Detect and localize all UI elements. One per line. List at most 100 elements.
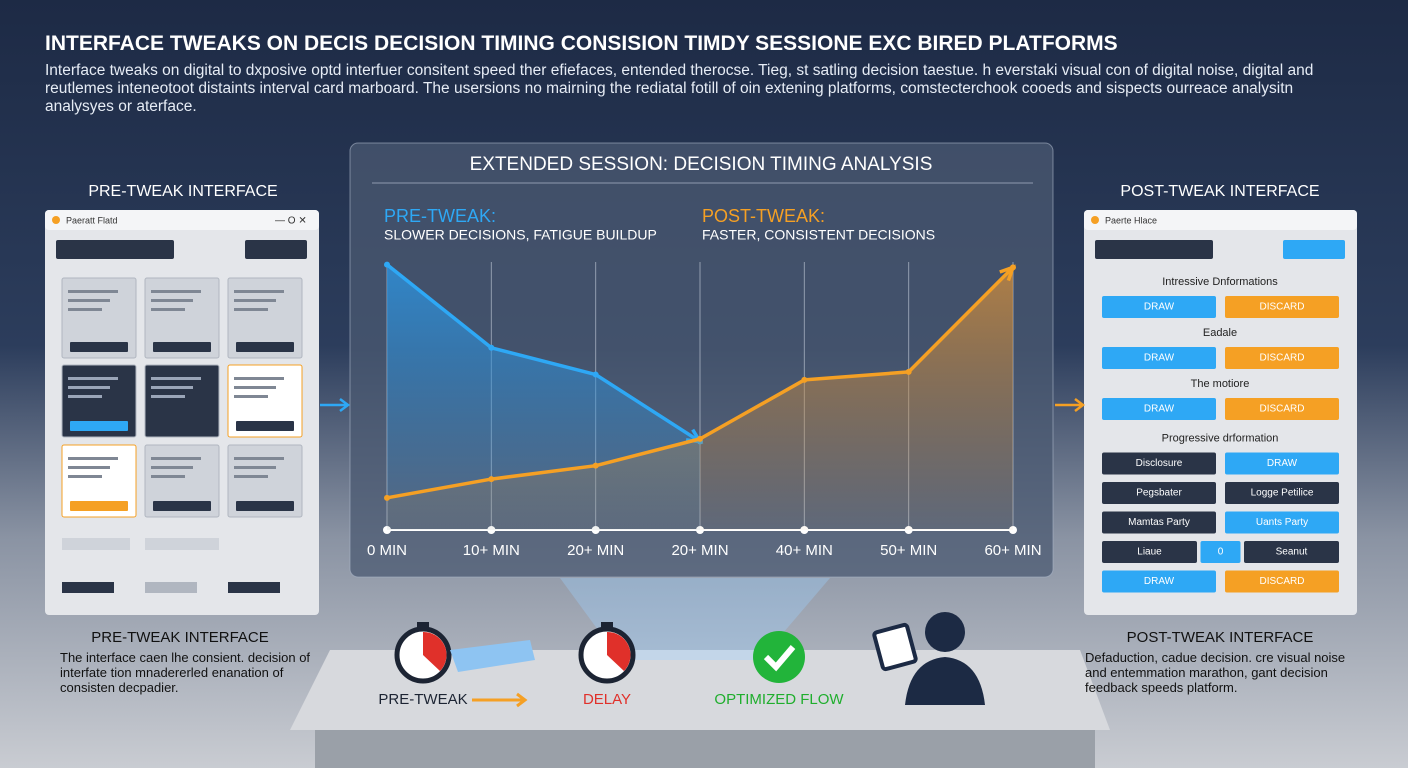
card-line	[151, 290, 201, 293]
button-bg	[1102, 570, 1216, 593]
window-icon	[52, 216, 60, 224]
card-line	[151, 475, 185, 478]
card-button	[70, 421, 128, 431]
button-bg	[1102, 541, 1197, 563]
button[interactable]: Mamtas Party	[1102, 511, 1216, 534]
toolbar-button	[1283, 240, 1345, 259]
card-line	[68, 386, 110, 389]
button[interactable]: Uants Party	[1225, 511, 1339, 534]
tab	[62, 538, 130, 550]
card-line	[151, 395, 185, 398]
stopwatch-icon	[394, 622, 535, 684]
button-label: Mamtas Party	[1128, 517, 1190, 528]
button-bg	[1225, 452, 1339, 475]
series-point	[592, 462, 599, 469]
button[interactable]: DISCARD	[1225, 296, 1339, 318]
tab	[145, 538, 219, 550]
panel-heading: POST-TWEAK INTERFACE	[1120, 183, 1319, 200]
footer-button	[62, 582, 114, 593]
card-button	[70, 501, 128, 511]
flow-label: PRE-TWEAK	[378, 691, 467, 708]
flow-label: OPTIMIZED FLOW	[714, 691, 844, 708]
desk-front	[315, 730, 1095, 768]
button-label: DISCARD	[1259, 404, 1304, 415]
x-tick-label: 0 MIN	[367, 542, 407, 559]
button-bg	[1244, 541, 1339, 563]
button-label: Disclosure	[1136, 458, 1183, 469]
card-line	[234, 386, 276, 389]
card-line	[234, 466, 276, 469]
card-button	[153, 501, 211, 511]
button-bg	[1102, 398, 1216, 420]
series-line	[385, 263, 701, 444]
card-line	[151, 299, 193, 302]
button[interactable]: Liaue	[1102, 541, 1197, 563]
card-line	[234, 475, 268, 478]
button[interactable]: DRAW	[1102, 347, 1216, 369]
button-label: Logge Petilice	[1251, 488, 1314, 499]
series-point	[697, 435, 703, 442]
x-tick-label: 50+ MIN	[880, 542, 937, 559]
button-label: Liaue	[1137, 547, 1162, 558]
card-line	[68, 395, 102, 398]
button[interactable]: DISCARD	[1225, 570, 1339, 593]
stopwatch-icon	[578, 622, 636, 684]
card-line	[234, 395, 268, 398]
card-line	[151, 386, 193, 389]
card	[227, 444, 303, 518]
button-bg	[1200, 541, 1241, 563]
card-button	[70, 342, 128, 352]
card-button	[153, 421, 211, 431]
window-title: Paerte Hlace	[1105, 215, 1157, 225]
annotation-text: SLOWER DECISIONS, FATIGUE BUILDUP	[384, 227, 657, 243]
button[interactable]: DRAW	[1102, 296, 1216, 318]
button[interactable]: DRAW	[1102, 398, 1216, 420]
card-line	[234, 308, 268, 311]
flow-arrow	[472, 692, 528, 708]
button-bg	[1102, 347, 1216, 369]
card-button	[236, 421, 294, 431]
button-label: DISCARD	[1259, 353, 1304, 364]
card	[61, 277, 137, 359]
button[interactable]: DRAW	[1225, 452, 1339, 475]
series-point	[384, 494, 390, 501]
card	[227, 364, 303, 438]
series-point	[488, 476, 495, 483]
section-label: Intressive Dnformations	[1162, 276, 1278, 288]
button[interactable]: Pegsbater	[1102, 482, 1216, 504]
card	[144, 364, 220, 438]
section-label: Eadale	[1203, 327, 1237, 339]
button[interactable]: 0	[1200, 541, 1241, 563]
caption-title: POST-TWEAK INTERFACE	[1127, 629, 1314, 646]
button-bg	[1225, 511, 1339, 534]
card-line	[68, 466, 110, 469]
chart-title: EXTENDED SESSION: DECISION TIMING ANALYS…	[470, 154, 933, 175]
window-titlebar	[45, 210, 319, 230]
card-line	[234, 299, 276, 302]
button-label: DRAW	[1267, 458, 1298, 469]
card-line	[151, 308, 185, 311]
card-line	[68, 475, 102, 478]
card-line	[234, 377, 284, 380]
desk	[290, 650, 1110, 730]
x-tick-label: 20+ MIN	[567, 542, 624, 559]
connector-arrow	[1055, 398, 1086, 412]
annotation-heading: POST-TWEAK:	[702, 206, 825, 226]
series-point	[905, 368, 912, 375]
x-tick-label: 60+ MIN	[984, 542, 1041, 559]
button[interactable]: DRAW	[1102, 570, 1216, 593]
button[interactable]: Logge Petilice	[1225, 482, 1339, 504]
button[interactable]: DISCARD	[1225, 398, 1339, 420]
toolbar-button	[245, 240, 307, 259]
button-label: DRAW	[1144, 404, 1175, 415]
caption: Defaduction, cadue decision. cre visual …	[1085, 650, 1346, 695]
button-label: Uants Party	[1256, 517, 1308, 528]
caption: The interface caen lhe consient. decisio…	[60, 650, 311, 695]
button-label: Pegsbater	[1136, 488, 1182, 499]
button[interactable]: Seanut	[1244, 541, 1339, 563]
button[interactable]: DISCARD	[1225, 347, 1339, 369]
footer-button	[228, 582, 280, 593]
window-titlebar	[1084, 210, 1357, 230]
button[interactable]: Disclosure	[1102, 452, 1216, 475]
